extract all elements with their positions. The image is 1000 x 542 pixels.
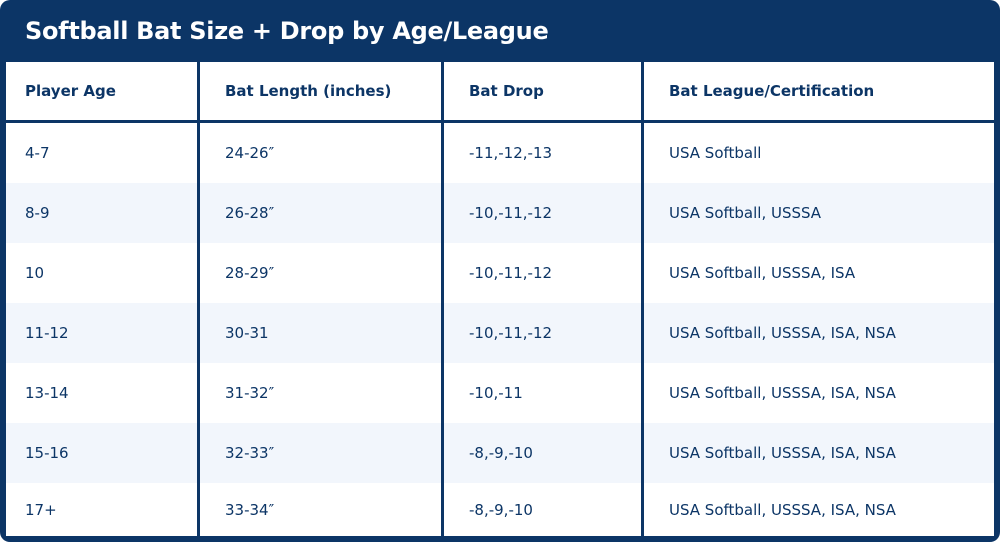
column-divider <box>441 62 444 536</box>
cell-bat-drop: -11,-12,-13 <box>469 144 553 162</box>
cell-player-age: 13-14 <box>25 384 69 402</box>
cell-bat-drop: -8,-9,-10 <box>469 500 533 519</box>
column-divider <box>641 62 644 536</box>
cell-player-age: 15-16 <box>25 444 69 462</box>
table-title: Softball Bat Size + Drop by Age/League <box>25 17 549 45</box>
cell-bat-drop: -10,-11,-12 <box>469 204 553 222</box>
table-row: 4-7 24-26″ -11,-12,-13 USA Softball <box>6 123 994 183</box>
bat-size-table: Player Age Bat Length (inches) Bat Drop … <box>6 62 994 536</box>
cell-player-age: 11-12 <box>25 324 69 342</box>
table-row: 8-9 26-28″ -10,-11,-12 USA Softball, USS… <box>6 183 994 243</box>
cell-player-age: 17+ <box>25 500 57 519</box>
cell-player-age: 4-7 <box>25 144 50 162</box>
header-bat-drop: Bat Drop <box>469 82 544 100</box>
cell-bat-length: 30-31 <box>225 324 269 342</box>
cell-bat-length: 28-29″ <box>225 264 275 282</box>
cell-player-age: 10 <box>25 264 45 282</box>
cell-bat-league: USA Softball, USSSA <box>669 204 822 222</box>
cell-bat-length: 33-34″ <box>225 500 275 519</box>
cell-bat-drop: -10,-11,-12 <box>469 324 553 342</box>
cell-bat-drop: -8,-9,-10 <box>469 444 533 462</box>
table-row: 11-12 30-31 -10,-11,-12 USA Softball, US… <box>6 303 994 363</box>
cell-bat-league: USA Softball, USSSA, ISA <box>669 264 856 282</box>
table-header-row: Player Age Bat Length (inches) Bat Drop … <box>6 62 994 123</box>
cell-bat-drop: -10,-11,-12 <box>469 264 553 282</box>
cell-bat-league: USA Softball, USSSA, ISA, NSA <box>669 444 896 462</box>
table-row: 13-14 31-32″ -10,-11 USA Softball, USSSA… <box>6 363 994 423</box>
table-row: 10 28-29″ -10,-11,-12 USA Softball, USSS… <box>6 243 994 303</box>
table-row: 15-16 32-33″ -8,-9,-10 USA Softball, USS… <box>6 423 994 483</box>
cell-bat-league: USA Softball, USSSA, ISA, NSA <box>669 384 896 402</box>
cell-bat-drop: -10,-11 <box>469 384 523 402</box>
cell-bat-length: 24-26″ <box>225 144 275 162</box>
cell-bat-length: 32-33″ <box>225 444 275 462</box>
table-row: 17+ 33-34″ -8,-9,-10 USA Softball, USSSA… <box>6 483 994 536</box>
cell-bat-length: 31-32″ <box>225 384 275 402</box>
header-bat-length: Bat Length (inches) <box>225 82 392 100</box>
column-divider <box>197 62 200 536</box>
header-player-age: Player Age <box>25 82 116 100</box>
cell-bat-length: 26-28″ <box>225 204 275 222</box>
cell-player-age: 8-9 <box>25 204 50 222</box>
cell-bat-league: USA Softball <box>669 144 762 162</box>
cell-bat-league: USA Softball, USSSA, ISA, NSA <box>669 500 896 519</box>
header-bat-league: Bat League/Certification <box>669 82 875 100</box>
cell-bat-league: USA Softball, USSSA, ISA, NSA <box>669 324 896 342</box>
